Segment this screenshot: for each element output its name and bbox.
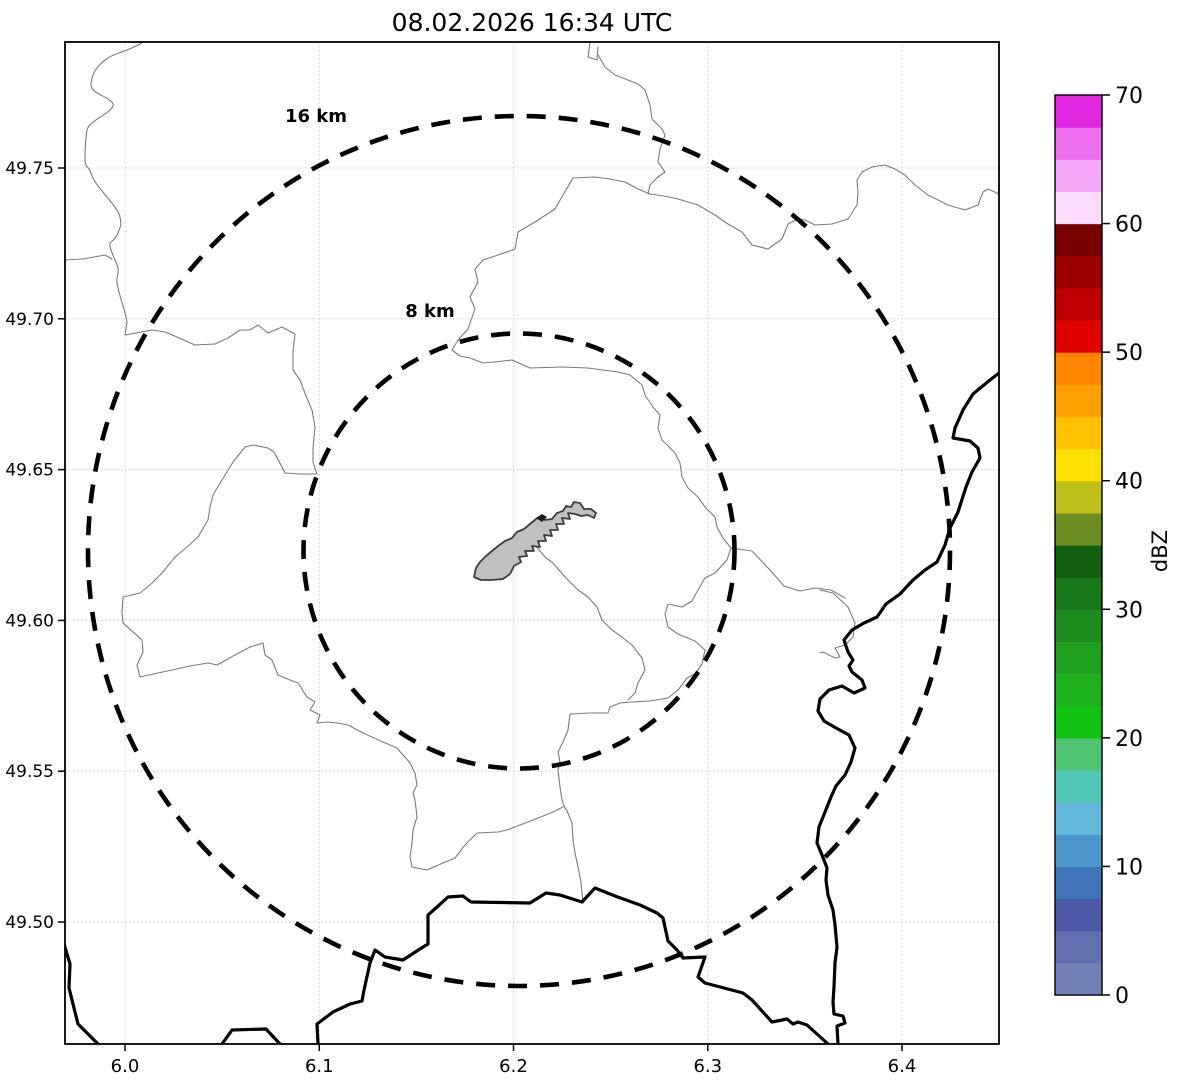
range-ring-16km	[85, 113, 953, 989]
colorbar-band	[1055, 577, 1102, 610]
colorbar-band	[1055, 802, 1102, 835]
colorbar-tick-label: 70	[1115, 84, 1143, 109]
river-east	[815, 371, 999, 1044]
x-tick-label: 6.3	[693, 1056, 722, 1077]
city-boundary-polygon	[473, 501, 597, 581]
x-tick-label: 6.2	[499, 1056, 528, 1077]
border-south-bump	[220, 1027, 282, 1044]
y-tick-label: 49.60	[5, 611, 54, 631]
y-tick-label: 49.55	[5, 762, 54, 782]
colorbar-band	[1055, 95, 1102, 128]
colorbar-tick-label: 60	[1115, 213, 1143, 238]
plot-frame	[64, 41, 1000, 1045]
colorbar-ticks: 0 10 20 30 40 50 60 70	[1102, 84, 1143, 1009]
colorbar-band	[1055, 673, 1102, 707]
y-tick-label: 49.75	[5, 159, 54, 179]
colorbar-band	[1055, 223, 1102, 257]
x-tick-label: 6.0	[111, 1056, 140, 1077]
y-tick-label: 49.70	[5, 310, 54, 330]
colorbar-tick-label: 30	[1115, 598, 1143, 623]
colorbar-band	[1055, 930, 1102, 964]
colorbar-band	[1055, 866, 1102, 900]
colorbar-band	[1055, 127, 1102, 160]
city-center-mark	[536, 514, 547, 522]
range-ring-8km	[301, 331, 737, 771]
range-rings	[85, 113, 953, 989]
colorbar-tick-label: 0	[1115, 984, 1129, 1009]
colorbar-band	[1055, 480, 1102, 514]
colorbar-tick-label: 50	[1115, 341, 1143, 366]
colorbar-band	[1055, 255, 1102, 289]
border-south	[315, 886, 830, 1044]
colorbar-band	[1055, 159, 1102, 193]
colorbar-tick-label: 20	[1115, 727, 1143, 752]
colorbar-band	[1055, 352, 1102, 385]
colorbar-band	[1055, 512, 1102, 546]
colorbar-band	[1055, 641, 1102, 675]
colorbar-band	[1055, 770, 1102, 803]
x-tick-label: 6.4	[888, 1056, 917, 1077]
colorbar-band	[1055, 705, 1102, 739]
x-axis-ticks: 6.0 6.1 6.2 6.3 6.4	[111, 1044, 917, 1077]
colorbar-band	[1055, 448, 1102, 482]
colorbar-band	[1055, 416, 1102, 450]
figure-title: 08.02.2026 16:34 UTC	[392, 8, 673, 37]
colorbar-bands	[1055, 95, 1102, 996]
colorbar-tick-label: 10	[1115, 855, 1143, 880]
national-border-river-lines	[65, 371, 999, 1044]
colorbar-band	[1055, 737, 1102, 771]
y-tick-label: 49.65	[5, 461, 54, 481]
colorbar-band	[1055, 834, 1102, 868]
colorbar-band	[1055, 962, 1102, 996]
colorbar-band	[1055, 320, 1102, 353]
border-southwest-corner	[65, 942, 100, 1044]
colorbar-label: dBZ	[1148, 530, 1172, 572]
colorbar-band	[1055, 609, 1102, 643]
y-tick-label: 49.50	[5, 913, 54, 933]
range-ring-8km-label: 8 km	[405, 301, 455, 322]
colorbar-band	[1055, 384, 1102, 418]
colorbar-band	[1055, 898, 1102, 932]
range-ring-16km-label: 16 km	[285, 106, 347, 127]
municipal-boundary-lines	[65, 42, 999, 904]
colorbar-band	[1055, 287, 1102, 321]
colorbar-tick-label: 40	[1115, 470, 1143, 495]
y-axis-ticks: 49.50 49.55 49.60 49.65 49.70 49.75	[5, 159, 65, 933]
colorbar-band	[1055, 545, 1102, 578]
colorbar-frame	[1054, 94, 1103, 996]
colorbar-band	[1055, 191, 1102, 225]
x-tick-label: 6.1	[305, 1056, 334, 1077]
